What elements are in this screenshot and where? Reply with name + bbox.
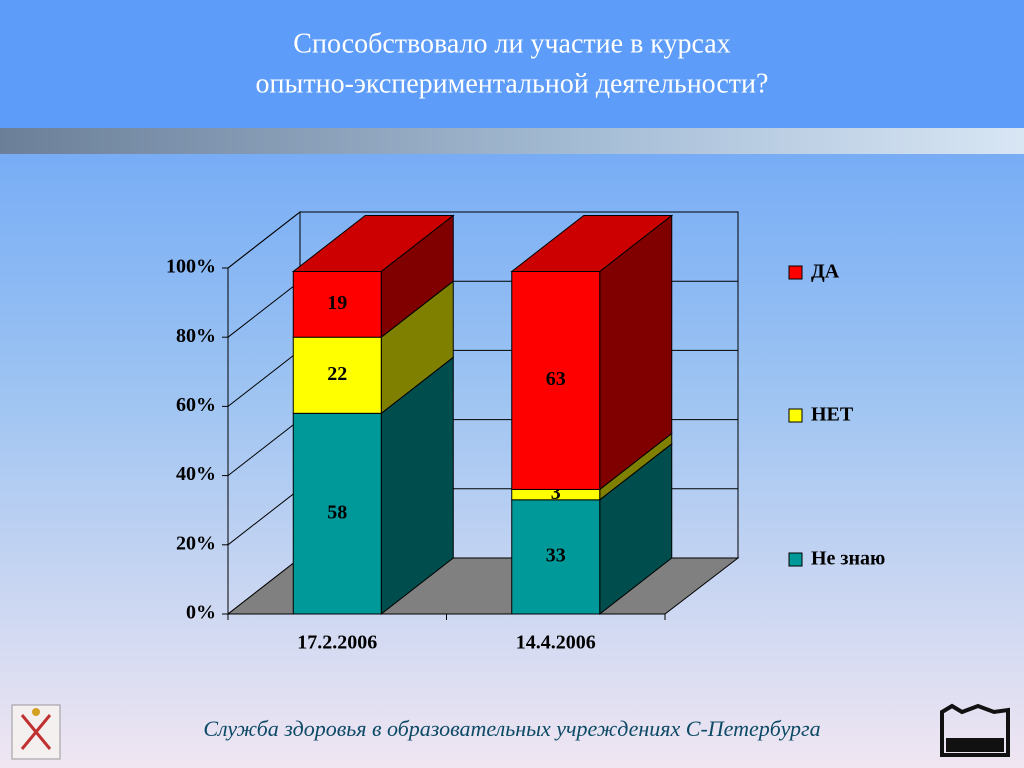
data-label: 63	[546, 368, 566, 390]
data-label: 19	[327, 292, 347, 314]
legend-label: НЕТ	[811, 404, 854, 426]
x-tick-label: 17.2.2006	[297, 632, 377, 654]
data-label: 22	[327, 363, 347, 385]
legend-swatch	[788, 265, 803, 280]
grid-line	[227, 211, 738, 269]
y-tick-label: 100%	[166, 256, 216, 278]
logo-right	[940, 703, 1010, 757]
bar-top	[510, 214, 674, 272]
header-stripe	[0, 128, 1024, 154]
footer: Служба здоровья в образовательных учрежд…	[203, 716, 820, 741]
y-tick-label: 40%	[176, 463, 216, 485]
bar	[292, 412, 382, 615]
data-label: 3	[551, 482, 561, 504]
bar	[292, 336, 382, 414]
bar-top	[291, 214, 455, 272]
title-line: опытно-экспериментальной деятельности?	[256, 68, 769, 99]
bar	[292, 270, 382, 338]
y-tick-label: 20%	[176, 532, 216, 554]
logo-left	[11, 704, 61, 760]
title-line: Способствовало ли участие в курсах	[293, 28, 730, 59]
bar	[511, 270, 601, 490]
legend-swatch	[788, 408, 803, 423]
x-tick-label: 14.4.2006	[516, 632, 596, 654]
chart: 0% 20% 40% 60% 80% 100% 17.2.2006 58 22 19 14.4.20…	[166, 210, 885, 654]
y-tick-label: 80%	[176, 325, 216, 347]
legend-swatch	[788, 552, 803, 567]
y-tick-label: 60%	[176, 394, 216, 416]
legend-label: ДА	[811, 261, 840, 283]
data-label: 33	[546, 545, 566, 567]
bar	[511, 499, 601, 615]
y-tick-label: 0%	[186, 602, 216, 624]
data-label: 58	[327, 501, 347, 523]
header-band	[0, 0, 1024, 128]
legend-label: Не знаю	[811, 548, 885, 570]
